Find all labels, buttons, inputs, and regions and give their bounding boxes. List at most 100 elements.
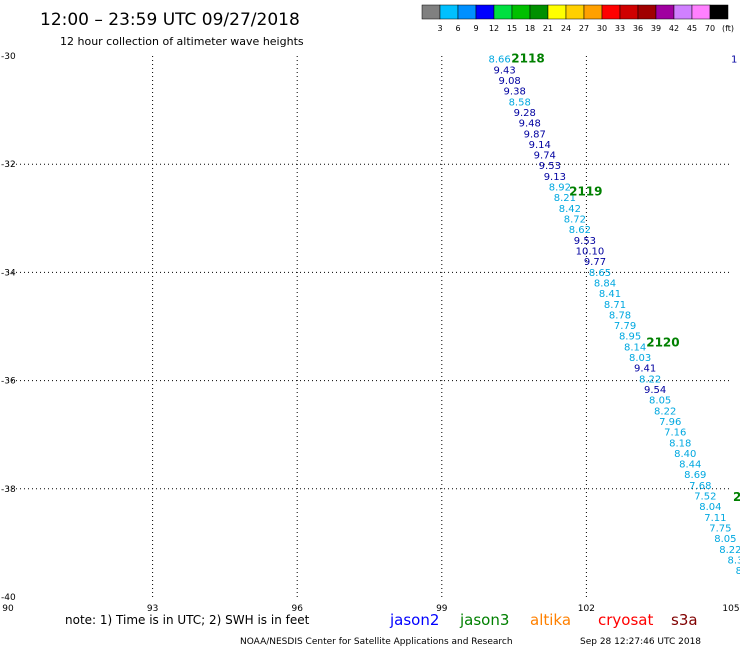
satellite-legend: jason2 jason3 altika cryosat s3a [389, 611, 698, 629]
wave-height-label: 9.53 [539, 161, 561, 172]
wave-height-label: 8.04 [699, 502, 721, 513]
wave-height-label: 8.03 [629, 353, 651, 364]
y-tick-label: -34 [1, 268, 16, 278]
colorbar-swatch [547, 4, 567, 20]
wave-height-label: 8.65 [589, 268, 611, 279]
wave-height-label: 8.05 [714, 534, 736, 545]
wave-height-label: 9.54 [644, 385, 666, 396]
x-tick-label: 96 [291, 604, 303, 614]
colorbar-swatch [421, 4, 441, 20]
wave-height-label: 7.75 [709, 523, 731, 534]
wave-height-label: 8.40 [674, 449, 696, 460]
wave-height-points: 8.669.439.089.388.589.289.489.879.149.74… [489, 55, 740, 577]
x-tick-label: 99 [436, 604, 448, 614]
colorbar-label: 3 [437, 24, 442, 33]
time-marker-label: 2 [733, 490, 740, 504]
colorbar-label: 24 [561, 24, 571, 33]
colorbar-swatch [565, 4, 585, 20]
wave-height-label: 8.3 [727, 555, 740, 566]
wave-height-label: 8.42 [559, 204, 581, 215]
y-tick-label: -36 [1, 377, 16, 387]
legend-jason3: jason3 [459, 611, 509, 629]
wave-height-label: 8.14 [624, 342, 646, 353]
wave-height-label: 8.95 [619, 332, 641, 343]
colorbar-label: 27 [579, 24, 589, 33]
x-tick-label: 90 [2, 604, 14, 614]
time-markers: 2118 2119 2120 2 1 [511, 52, 740, 504]
colorbar-swatch [619, 4, 639, 20]
colorbar-swatch [493, 4, 513, 20]
colorbar-swatch [439, 4, 459, 20]
wave-height-label: 9.87 [524, 129, 546, 140]
wave-height-label: 8.78 [609, 310, 631, 321]
wave-height-label: 9.53 [574, 236, 596, 247]
colorbar-label: (ft) [722, 24, 734, 33]
colorbar-label: 15 [507, 24, 517, 33]
colorbar-swatch [655, 4, 675, 20]
note-text: note: 1) Time is in UTC; 2) SWH is in fe… [65, 613, 310, 627]
y-tick-label: -30 [1, 52, 16, 62]
edge-wave-label: 1 [731, 55, 737, 66]
legend-s3a: s3a [671, 611, 698, 629]
wave-height-label: 7.79 [614, 321, 636, 332]
colorbar-label: 33 [615, 24, 625, 33]
wave-height-label: 8.72 [564, 215, 586, 226]
wave-height-label: 8.18 [669, 438, 691, 449]
wave-height-label: 8.71 [604, 300, 626, 311]
colorbar-swatch [709, 4, 729, 20]
legend-jason2: jason2 [389, 611, 439, 629]
wave-height-label: 8.84 [594, 278, 616, 289]
colorbar-swatch [457, 4, 477, 20]
wave-height-label: 8.22 [639, 374, 661, 385]
wave-height-label: 8.62 [569, 225, 591, 236]
wave-height-label: 8.41 [599, 289, 621, 300]
wave-height-label: 9.74 [534, 151, 556, 162]
wave-height-label: 9.28 [514, 108, 536, 119]
wave-height-label: 9.13 [544, 172, 566, 183]
colorbar-swatch [601, 4, 621, 20]
wave-height-label: 9.14 [529, 140, 551, 151]
wave-height-label: 8.22 [654, 406, 676, 417]
plot-grid [8, 56, 731, 597]
wave-height-label: 8.44 [679, 460, 701, 471]
colorbar-swatch [673, 4, 693, 20]
y-tick-label: -32 [1, 160, 16, 170]
legend-altika: altika [530, 611, 571, 629]
footer-timestamp: Sep 28 12:27:46 UTC 2018 [580, 637, 701, 647]
y-tick-label: -38 [1, 485, 16, 495]
x-tick-label: 102 [578, 604, 595, 614]
wave-height-label: 8. [736, 566, 740, 577]
colorbar-label: 21 [543, 24, 553, 33]
colorbar-label: 9 [473, 24, 478, 33]
wave-height-label: 9.43 [494, 65, 516, 76]
wave-height-label: 8.66 [489, 55, 511, 66]
colorbar-swatch [511, 4, 531, 20]
wave-height-label: 8.69 [684, 470, 706, 481]
wave-height-label: 9.77 [584, 257, 606, 268]
chart-title: 12:00 – 23:59 UTC 09/27/2018 [40, 10, 300, 30]
legend-cryosat: cryosat [598, 611, 653, 629]
colorbar-label: 70 [705, 24, 715, 33]
time-marker-label: 2119 [569, 184, 602, 198]
colorbar-swatch [691, 4, 711, 20]
wave-height-label: 8.21 [554, 193, 576, 204]
wave-height-label: 8.05 [649, 396, 671, 407]
colorbar-swatch [637, 4, 657, 20]
wave-height-label: 7.68 [689, 481, 711, 492]
time-marker-label: 2118 [511, 52, 544, 66]
wave-height-label: 9.41 [634, 364, 656, 375]
wave-height-label: 7.52 [694, 492, 716, 503]
wave-height-label: 9.38 [504, 87, 526, 98]
wave-height-label: 10.10 [576, 246, 605, 257]
x-tick-label: 93 [147, 604, 158, 614]
colorbar-label: 36 [633, 24, 643, 33]
colorbar-label: 12 [489, 24, 499, 33]
footer-credit: NOAA/NESDIS Center for Satellite Applica… [240, 637, 513, 647]
colorbar-label: 18 [525, 24, 535, 33]
colorbar-label: 45 [687, 24, 697, 33]
colorbar-label: 6 [455, 24, 460, 33]
colorbar-label: 39 [651, 24, 661, 33]
wave-height-label: 9.48 [519, 119, 541, 130]
axis-ticks: 90 93 96 99 102 105 -30 -32 -34 -36 -38 -40 [1, 52, 740, 614]
